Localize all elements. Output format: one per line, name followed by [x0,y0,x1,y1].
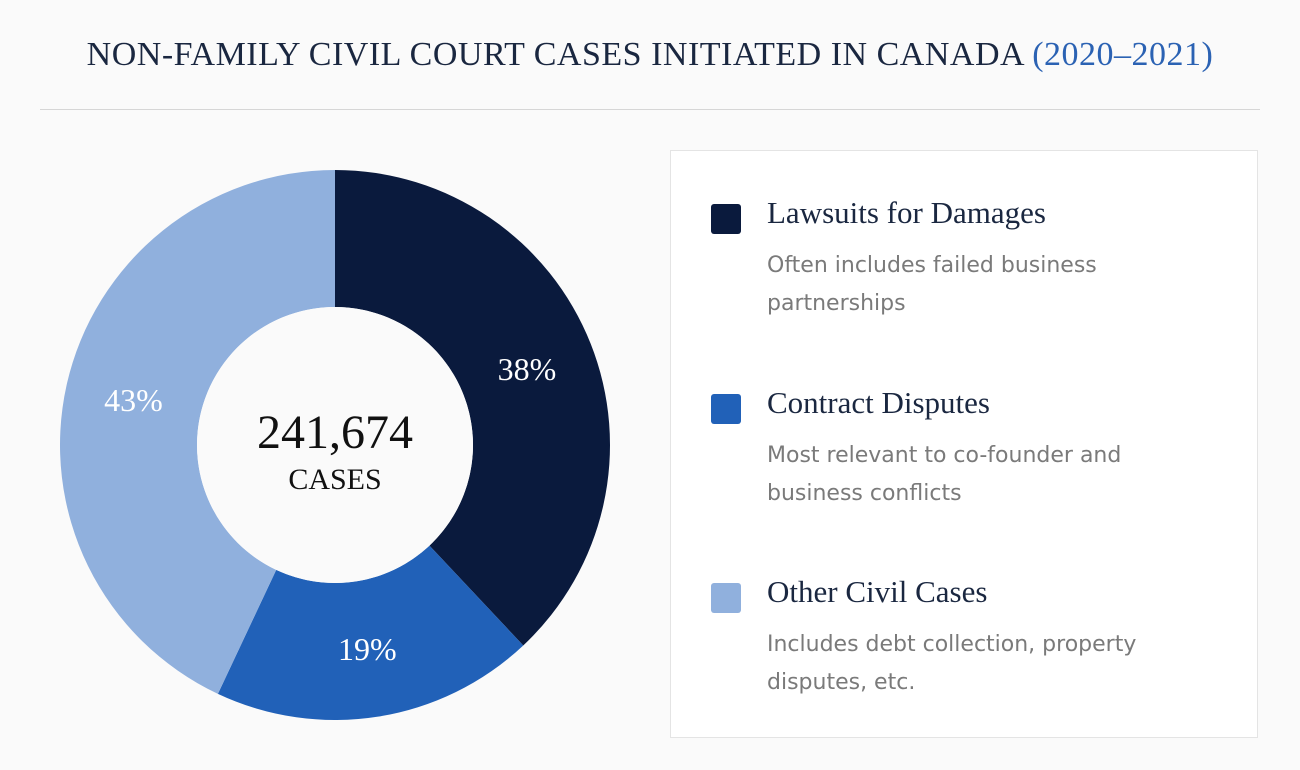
legend-swatch [711,204,741,234]
legend-panel: Lawsuits for Damages Often includes fail… [670,150,1258,738]
title-year-range: (2020–2021) [1032,36,1214,73]
donut-slices [60,170,610,720]
slice-label-3: 43% [104,382,163,418]
slice-labels: 38% 19% 43% [104,351,556,667]
slice-label-2: 19% [338,631,397,667]
donut-total-label: CASES [288,463,381,496]
title-main: NON-FAMILY CIVIL COURT CASES INITIATED I… [86,36,1024,73]
legend-label: Other Civil Cases [767,574,988,609]
legend-label: Lawsuits for Damages [767,195,1046,230]
donut-total-value: 241,674 [257,406,413,459]
legend-description: Most relevant to co-founder and business… [767,443,1122,506]
donut-slice-1 [335,170,610,646]
slice-label-1: 38% [498,351,557,387]
legend-description: Includes debt collection, property dispu… [767,632,1137,695]
donut-slice-2 [217,545,524,720]
title-divider [40,109,1260,110]
legend-label: Contract Disputes [767,385,990,420]
donut-hole [197,307,473,583]
page-title: NON-FAMILY CIVIL COURT CASES INITIATED I… [0,36,1300,74]
legend-swatch [711,583,741,613]
donut-slice-3 [60,170,335,694]
legend-swatch [711,394,741,424]
legend-description: Often includes failed business partnersh… [767,253,1097,316]
donut-chart: 38% 19% 43% 241,674 CASES [60,170,610,720]
